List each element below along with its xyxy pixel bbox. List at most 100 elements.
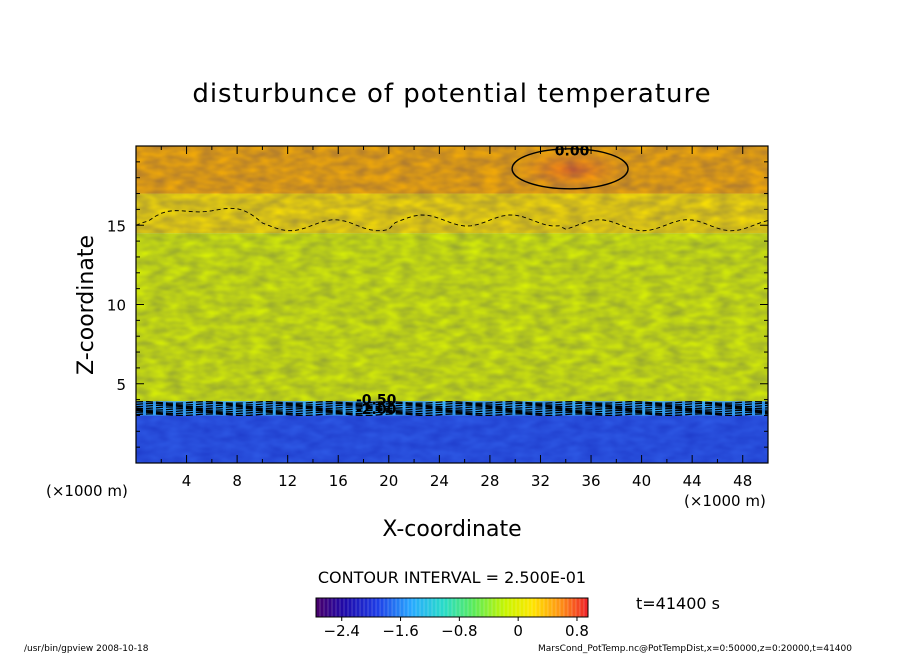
- colorbar-cell: [388, 598, 393, 617]
- colorbar-cell: [404, 598, 409, 617]
- colorbar-cell: [444, 598, 449, 617]
- x-tick-label: 20: [379, 472, 398, 490]
- x-tick-label: 8: [232, 472, 242, 490]
- colorbar-cell: [520, 598, 525, 617]
- colorbar-frame: [315, 597, 589, 618]
- colorbar-cell: [556, 598, 561, 617]
- colorbar-cell: [360, 598, 365, 617]
- x-tick-label: 44: [683, 472, 702, 490]
- contour-interface-0: [136, 413, 768, 417]
- contour-interface-4: [136, 406, 768, 410]
- contour-dashed-upper: [136, 207, 768, 232]
- colorbar-cell: [464, 598, 469, 617]
- colorbar-cell: [560, 598, 565, 617]
- footer-right: MarsCond_PotTemp.nc@PotTempDist,x=0:5000…: [538, 644, 852, 654]
- colorbar-cell: [408, 598, 413, 617]
- chart-title: disturbunce of potential temperature: [192, 79, 711, 109]
- colorbar-cell: [480, 598, 485, 617]
- colorbar-cell: [392, 598, 397, 617]
- colorbar-cell: [492, 598, 497, 617]
- colorbar-cell: [424, 598, 429, 617]
- colorbar-cell: [384, 598, 389, 617]
- colorbar-cell: [580, 598, 585, 617]
- colorbar-cell: [468, 598, 473, 617]
- colorbar-cell: [512, 598, 517, 617]
- colorbar-cell: [356, 598, 361, 617]
- colorbar-cell: [416, 598, 421, 617]
- colorbar-cell: [564, 598, 569, 617]
- colorbar-cell: [380, 598, 385, 617]
- x-tick-label: 16: [329, 472, 348, 490]
- time-label: t=41400 s: [636, 594, 720, 613]
- y-axis: 5 10 15: [107, 161, 768, 448]
- colorbar-cell: [440, 598, 445, 617]
- x-tick-label: 32: [531, 472, 550, 490]
- contour-interface-7: [136, 401, 768, 404]
- contour-label-2: -2.00: [356, 402, 397, 418]
- colorbar-cell: [448, 598, 453, 617]
- contour-interface-3: [136, 407, 768, 411]
- contour-label-0: 0.00: [555, 144, 590, 160]
- colorbar-cell: [496, 598, 501, 617]
- y-tick-label: 5: [116, 376, 126, 394]
- x-tick-label: 40: [632, 472, 651, 490]
- colorbar-cell: [572, 598, 577, 617]
- colorbar-cell: [400, 598, 405, 617]
- contour-lines: 0.00 -0.50-2.00: [136, 144, 768, 418]
- colorbar-cell: [396, 598, 401, 617]
- colorbar-cell: [344, 598, 349, 617]
- contour-zero: [511, 148, 629, 190]
- x-unit-right: (×1000 m): [684, 492, 766, 510]
- colorbar-ticks: −2.4 −1.6 −0.8 0 0.8: [324, 617, 589, 640]
- colorbar-cell: [472, 598, 477, 617]
- y-axis-label: Z-coordinate: [74, 235, 99, 375]
- colorbar-cell: [584, 598, 589, 617]
- colorbar-cell: [316, 598, 321, 617]
- colorbar-cell: [456, 598, 461, 617]
- colorbar-cell: [488, 598, 493, 617]
- colorbar-cell: [332, 598, 337, 617]
- colorbar-cell: [328, 598, 333, 617]
- colorbar-cell: [568, 598, 573, 617]
- colorbar-cell: [504, 598, 509, 617]
- colorbar-cell: [484, 598, 489, 617]
- contour-interface-2: [136, 409, 768, 413]
- x-axis: 4 8 12 16 20 24 28 32 36 40 44 48: [160, 146, 769, 490]
- contour-interface-6: [136, 402, 768, 406]
- colorbar-cell: [336, 598, 341, 617]
- colorbar-cell: [372, 598, 377, 617]
- colorbar-tick-label: 0: [513, 622, 523, 640]
- colorbar-cell: [516, 598, 521, 617]
- colorbar-cell: [452, 598, 457, 617]
- colorbar-cell: [428, 598, 433, 617]
- colorbar-cell: [340, 598, 345, 617]
- x-axis-label: X-coordinate: [382, 517, 521, 542]
- y-tick-label: 10: [107, 297, 126, 315]
- colorbar-cell: [368, 598, 373, 617]
- colorbar-cell: [364, 598, 369, 617]
- colorbar-cell: [460, 598, 465, 617]
- colorbar-tick-label: 0.8: [565, 622, 589, 640]
- colorbar-cell: [528, 598, 533, 617]
- colorbar-cell: [376, 598, 381, 617]
- contour-interface-1: [136, 411, 768, 415]
- x-tick-label: 36: [581, 472, 600, 490]
- colorbar-cell: [420, 598, 425, 617]
- x-unit-left: (×1000 m): [46, 482, 128, 500]
- colorbar-cell: [324, 598, 329, 617]
- contour-label-1: -0.50: [356, 392, 397, 408]
- colorbar: [315, 597, 589, 618]
- x-tick-label: 24: [430, 472, 449, 490]
- contour-interval-text: CONTOUR INTERVAL = 2.500E-01: [318, 568, 586, 587]
- x-tick-label: 48: [733, 472, 752, 490]
- colorbar-cell: [352, 598, 357, 617]
- colorbar-tick-label: −0.8: [441, 622, 477, 640]
- x-tick-label: 28: [480, 472, 499, 490]
- x-tick-label: 4: [182, 472, 192, 490]
- colorbar-cell: [536, 598, 541, 617]
- colorbar-cell: [508, 598, 513, 617]
- colorbar-cell: [412, 598, 417, 617]
- colorbar-cell: [524, 598, 529, 617]
- colorbar-cell: [576, 598, 581, 617]
